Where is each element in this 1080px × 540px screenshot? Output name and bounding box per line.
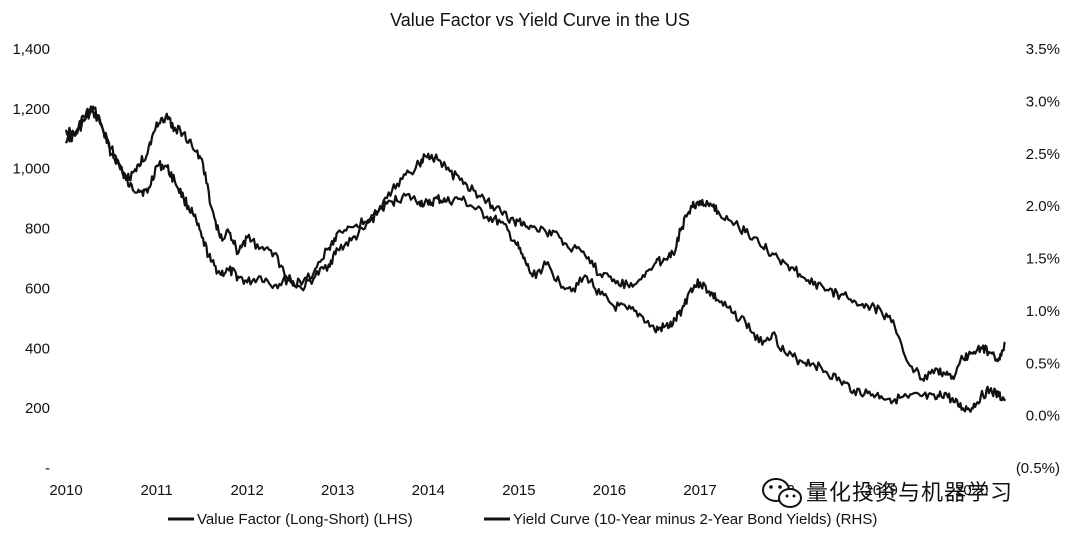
left-tick-label: 600 [25, 280, 50, 297]
x-tick-label: 2019 [865, 482, 898, 499]
series-line-yield-curve [64, 105, 1006, 382]
left-tick-label: 200 [25, 400, 50, 417]
right-tick-label: 2.5% [1026, 146, 1060, 163]
left-tick-label: 400 [25, 340, 50, 357]
watermark-text: 量化投资与机器学习 [806, 481, 1013, 506]
left-tick-label: 1,200 [12, 101, 50, 118]
x-tick-label: 2013 [321, 482, 354, 499]
right-tick-label: 0.5% [1026, 355, 1060, 372]
x-tick-label: 2015 [502, 482, 535, 499]
x-tick-label: 2010 [49, 482, 82, 499]
x-tick-label: 2016 [593, 482, 626, 499]
right-tick-label: 3.5% [1026, 41, 1060, 58]
right-tick-label: 0.0% [1026, 408, 1060, 425]
legend: Value Factor (Long-Short) (LHS) Yield Cu… [168, 511, 877, 528]
right-tick-label: 1.5% [1026, 251, 1060, 268]
wechat-icon [762, 478, 802, 508]
right-tick-label: (0.5%) [1016, 460, 1060, 477]
x-tick-label: 2020 [955, 482, 988, 499]
series-lines [64, 105, 1007, 413]
left-tick-label: - [45, 460, 50, 477]
right-tick-label: 1.0% [1026, 303, 1060, 320]
right-tick-label: 3.0% [1026, 93, 1060, 110]
right-axis-ticks: (0.5%) 0.0% 0.5% 1.0% 1.5% 2.0% 2.5% 3.0% 3.5% [1016, 41, 1060, 477]
legend-label-value-factor: Value Factor (Long-Short) (LHS) [197, 511, 413, 528]
left-tick-label: 1,000 [12, 161, 50, 178]
watermark: 量化投资与机器学习 [762, 478, 1013, 508]
x-tick-label: 2017 [683, 482, 716, 499]
x-tick-label: 2014 [412, 482, 445, 499]
x-tick-label: 2012 [230, 482, 263, 499]
legend-label-yield-curve: Yield Curve (10-Year minus 2-Year Bond Y… [513, 511, 877, 528]
right-tick-label: 2.0% [1026, 198, 1060, 215]
left-tick-label: 800 [25, 221, 50, 238]
chart-title: Value Factor vs Yield Curve in the US [390, 10, 690, 30]
left-axis-ticks: - 200 400 600 800 1,000 1,200 1,400 [12, 41, 50, 477]
x-tick-label: 2011 [140, 482, 172, 499]
series-line-value-factor [64, 107, 1007, 413]
left-tick-label: 1,400 [12, 41, 50, 58]
